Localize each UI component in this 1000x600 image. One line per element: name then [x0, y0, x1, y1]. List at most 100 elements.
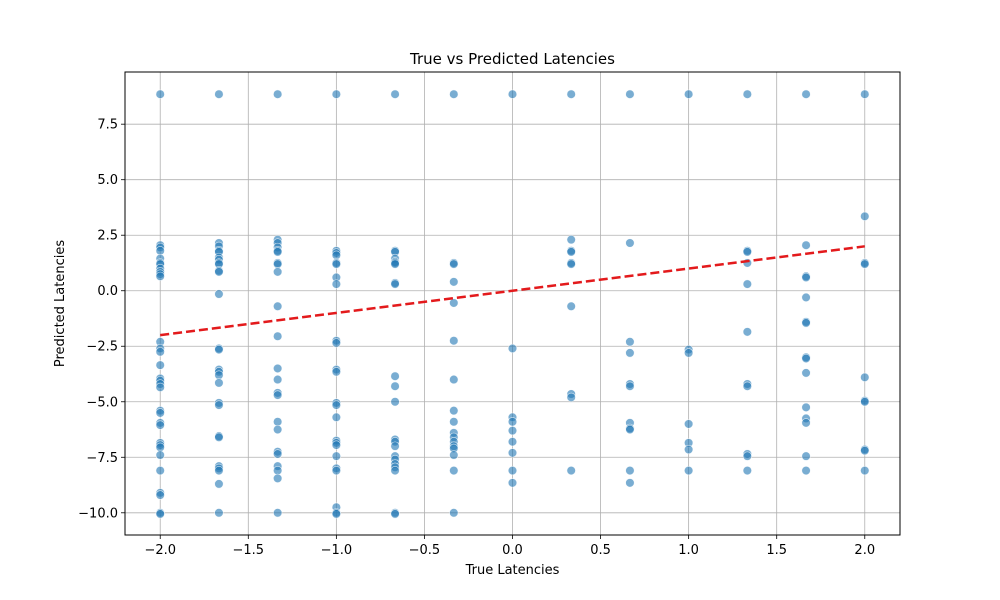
y-axis-label: Predicted Latencies [53, 240, 68, 367]
scatter-point [801, 89, 811, 99]
scatter-point [331, 259, 341, 269]
reference-line [160, 245, 865, 337]
x-tick-label: −2.0 [144, 543, 176, 558]
scatter-point [684, 89, 694, 99]
scatter-point [742, 466, 752, 476]
scatter-point [273, 301, 283, 311]
scatter-point [331, 338, 341, 348]
scatter-point [860, 397, 870, 407]
scatter-point [155, 382, 165, 392]
scatter-point [625, 466, 635, 476]
scatter-point [625, 478, 635, 488]
scatter-point [273, 390, 283, 400]
scatter-point [449, 450, 459, 460]
scatter-point [449, 417, 459, 427]
scatter-point [449, 277, 459, 287]
x-tick-label: 1.5 [766, 543, 787, 558]
scatter-point [860, 259, 870, 269]
scatter-point [390, 509, 400, 519]
scatter-point [860, 372, 870, 382]
scatter-point [214, 370, 224, 380]
y-tick-label: 5.0 [97, 173, 118, 188]
x-tick-label: −0.5 [409, 543, 441, 558]
scatter-point [155, 347, 165, 357]
scatter-point [449, 298, 459, 308]
x-tick-label: −1.0 [321, 543, 353, 558]
scatter-point [331, 279, 341, 289]
scatter-point [331, 412, 341, 422]
scatter-point [625, 89, 635, 99]
scatter-point [684, 419, 694, 429]
scatter-point [742, 381, 752, 391]
scatter-point [860, 89, 870, 99]
scatter-point [214, 89, 224, 99]
scatter-point [155, 360, 165, 370]
scatter-point [273, 417, 283, 427]
scatter-point [566, 235, 576, 245]
scatter-point [155, 271, 165, 281]
scatter-point [390, 381, 400, 391]
scatter-point [390, 441, 400, 451]
scatter-point [214, 378, 224, 388]
scatter-point [331, 400, 341, 410]
scatter-point [273, 449, 283, 459]
chart-title: True vs Predicted Latencies [409, 50, 615, 68]
scatter-point [449, 508, 459, 518]
scatter-point [684, 444, 694, 455]
scatter-point [449, 374, 459, 385]
scatter-point [273, 247, 283, 257]
y-tick-label: −5.0 [86, 395, 118, 410]
scatter-point [625, 348, 635, 358]
scatter-point [331, 440, 341, 450]
scatter-point [507, 466, 518, 476]
scatter-point [331, 89, 341, 99]
scatter-point [390, 259, 400, 269]
scatter-point [507, 343, 518, 354]
scatter-point [566, 247, 576, 257]
scatter-point [273, 267, 283, 277]
scatter-point [801, 353, 811, 364]
scatter-point [155, 450, 165, 460]
scatter-point [742, 451, 752, 461]
scatter-point [214, 466, 224, 476]
scatter-point [625, 238, 635, 248]
y-tick-label: 2.5 [97, 229, 118, 244]
scatter-point [860, 211, 870, 221]
scatter-point [214, 267, 224, 277]
scatter-point [155, 408, 165, 418]
x-tick-label: 2.0 [854, 543, 875, 558]
scatter-point [390, 371, 400, 381]
scatter-point [742, 327, 752, 337]
scatter-point [742, 247, 752, 257]
scatter-point [507, 437, 518, 447]
scatter-point [214, 508, 224, 518]
y-axis-ticks: −10.0 −7.5 −5.0 −2.5 0.0 2.5 5.0 7.5 [78, 118, 125, 521]
scatter-point [390, 397, 400, 407]
scatter-point [566, 466, 576, 476]
scatter-point [273, 259, 283, 269]
scatter-point [566, 89, 576, 99]
scatter-point [449, 89, 459, 99]
x-axis-label: True Latencies [465, 563, 560, 578]
x-tick-label: −1.5 [233, 543, 265, 558]
scatter-point [331, 367, 341, 377]
scatter-point [566, 301, 576, 311]
scatter-point [507, 89, 518, 99]
scatter-point [390, 279, 400, 289]
scatter-point [214, 344, 224, 355]
scatter-point [155, 466, 165, 476]
scatter-point [801, 451, 811, 461]
scatter-point [625, 381, 635, 391]
scatter-point [273, 473, 283, 483]
x-tick-label: 0.5 [590, 543, 611, 558]
scatter-point [507, 426, 518, 436]
scatter-point [155, 246, 165, 256]
scatter-point [801, 318, 811, 328]
scatter-point [742, 89, 752, 99]
x-axis-ticks: −2.0 −1.5 −1.0 −0.5 0.0 0.5 1.0 1.5 2.0 [144, 535, 875, 558]
scatter-point [684, 348, 694, 358]
scatter-point [390, 89, 400, 99]
scatter-point [801, 292, 811, 302]
y-tick-label: 7.5 [97, 118, 118, 133]
